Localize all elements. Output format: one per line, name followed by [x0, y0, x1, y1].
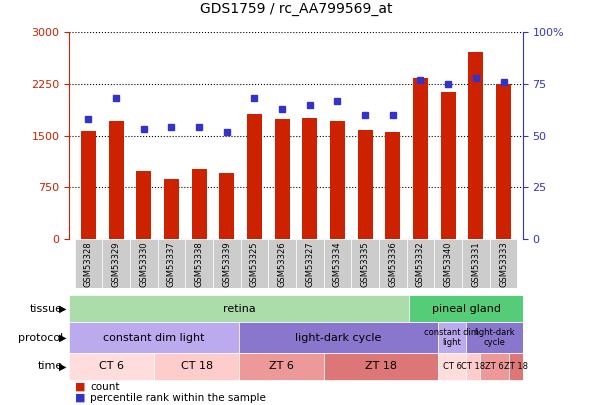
Text: ▶: ▶: [59, 333, 66, 343]
Text: time: time: [38, 361, 63, 371]
Text: GSM53339: GSM53339: [222, 241, 231, 287]
FancyBboxPatch shape: [462, 239, 490, 288]
Bar: [164, 179, 179, 239]
Bar: [468, 52, 483, 239]
Bar: [219, 173, 234, 239]
Text: CT 6: CT 6: [442, 362, 462, 371]
Text: ZT 6: ZT 6: [269, 361, 294, 371]
Bar: [480, 353, 508, 380]
Text: CT 6: CT 6: [99, 361, 124, 371]
Bar: [325, 353, 438, 380]
Text: count: count: [90, 382, 120, 392]
Bar: [69, 295, 409, 322]
Text: GSM53338: GSM53338: [195, 241, 204, 287]
Bar: [109, 121, 124, 239]
Bar: [136, 171, 151, 239]
FancyBboxPatch shape: [268, 239, 296, 288]
Text: ZT 18: ZT 18: [504, 362, 528, 371]
Text: GSM53334: GSM53334: [333, 241, 342, 287]
Text: ZT 18: ZT 18: [365, 361, 397, 371]
Text: GSM53337: GSM53337: [167, 241, 176, 287]
Bar: [239, 353, 325, 380]
Text: GDS1759 / rc_AA799569_at: GDS1759 / rc_AA799569_at: [200, 2, 392, 16]
Bar: [330, 121, 345, 239]
FancyBboxPatch shape: [213, 239, 240, 288]
Text: CT 18: CT 18: [181, 361, 213, 371]
Text: constant dim
light: constant dim light: [424, 328, 480, 347]
Bar: [508, 353, 523, 380]
Text: GSM53330: GSM53330: [139, 241, 148, 287]
Text: GSM53327: GSM53327: [305, 241, 314, 287]
FancyBboxPatch shape: [379, 239, 407, 288]
Text: tissue: tissue: [30, 304, 63, 313]
Bar: [247, 114, 262, 239]
Bar: [275, 119, 290, 239]
Text: percentile rank within the sample: percentile rank within the sample: [90, 393, 266, 403]
Text: ■: ■: [75, 393, 85, 403]
Bar: [466, 322, 523, 353]
Text: light-dark cycle: light-dark cycle: [295, 333, 382, 343]
FancyBboxPatch shape: [407, 239, 435, 288]
FancyBboxPatch shape: [324, 239, 352, 288]
Bar: [69, 322, 239, 353]
Text: pineal gland: pineal gland: [432, 304, 501, 313]
Text: constant dim light: constant dim light: [103, 333, 205, 343]
Text: GSM53326: GSM53326: [278, 241, 287, 287]
Bar: [81, 131, 96, 239]
FancyBboxPatch shape: [157, 239, 185, 288]
Bar: [409, 295, 523, 322]
FancyBboxPatch shape: [352, 239, 379, 288]
Text: ZT 6: ZT 6: [485, 362, 504, 371]
Text: GSM53336: GSM53336: [388, 241, 397, 287]
Text: GSM53325: GSM53325: [250, 241, 259, 287]
Bar: [496, 84, 511, 239]
Text: GSM53328: GSM53328: [84, 241, 93, 287]
FancyBboxPatch shape: [185, 239, 213, 288]
Bar: [413, 78, 428, 239]
Text: GSM53333: GSM53333: [499, 241, 508, 287]
Text: GSM53340: GSM53340: [444, 241, 453, 287]
Bar: [438, 353, 466, 380]
Text: CT 18: CT 18: [461, 362, 485, 371]
FancyBboxPatch shape: [130, 239, 157, 288]
FancyBboxPatch shape: [102, 239, 130, 288]
FancyBboxPatch shape: [490, 239, 517, 288]
FancyBboxPatch shape: [296, 239, 324, 288]
Bar: [239, 322, 438, 353]
Text: retina: retina: [223, 304, 255, 313]
Text: GSM53331: GSM53331: [471, 241, 480, 287]
Bar: [192, 169, 207, 239]
FancyBboxPatch shape: [75, 239, 102, 288]
Bar: [466, 353, 480, 380]
Text: GSM53335: GSM53335: [361, 241, 370, 287]
Text: ▶: ▶: [59, 361, 66, 371]
Text: protocol: protocol: [18, 333, 63, 343]
Bar: [69, 353, 154, 380]
Bar: [302, 118, 317, 239]
Bar: [154, 353, 239, 380]
Text: ■: ■: [75, 382, 85, 392]
Bar: [385, 132, 400, 239]
Text: light-dark
cycle: light-dark cycle: [474, 328, 515, 347]
FancyBboxPatch shape: [435, 239, 462, 288]
Text: GSM53329: GSM53329: [112, 241, 121, 287]
Text: ▶: ▶: [59, 304, 66, 313]
Text: GSM53332: GSM53332: [416, 241, 425, 287]
FancyBboxPatch shape: [240, 239, 268, 288]
Bar: [441, 92, 456, 239]
Bar: [438, 322, 466, 353]
Bar: [358, 130, 373, 239]
